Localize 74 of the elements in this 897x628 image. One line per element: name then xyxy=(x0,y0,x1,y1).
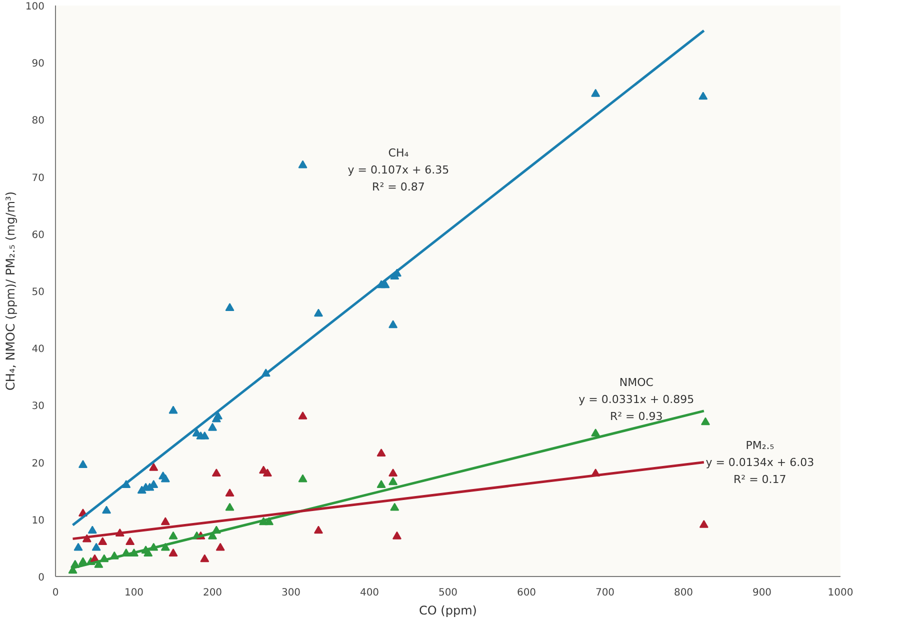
point xyxy=(376,448,386,457)
annotation: y = 0.107x + 6.35 xyxy=(348,163,450,176)
point xyxy=(700,417,710,426)
x-tick-label: 200 xyxy=(202,588,222,598)
annotation: y = 0.0331x + 0.895 xyxy=(578,393,694,406)
x-tick-label: 600 xyxy=(516,588,536,598)
point xyxy=(388,468,398,477)
x-tick-label: 400 xyxy=(360,588,380,598)
y-tick-label: 40 xyxy=(32,344,45,356)
point xyxy=(168,548,178,556)
point xyxy=(168,531,178,540)
point xyxy=(225,303,234,311)
point xyxy=(298,474,308,482)
point xyxy=(126,537,135,546)
y-tick-label: 10 xyxy=(32,515,45,526)
annotation: R² = 0.17 xyxy=(734,472,786,486)
point xyxy=(200,431,210,440)
point xyxy=(698,92,708,100)
point xyxy=(388,477,398,486)
point xyxy=(200,554,210,562)
x-tick-label: 700 xyxy=(595,588,615,598)
y-tick-label: 80 xyxy=(32,116,45,127)
annotation: R² = 0.93 xyxy=(610,410,663,424)
point xyxy=(92,542,101,551)
point xyxy=(380,280,390,288)
point xyxy=(392,531,402,540)
point xyxy=(298,160,308,168)
point xyxy=(225,488,234,497)
y-tick-label: 0 xyxy=(38,572,45,584)
point xyxy=(298,412,308,420)
y-axis-title: CH₄, NMOC (ppm)/ PM₂.₅ (mg/m³) xyxy=(3,191,18,391)
annotation: CH₄ xyxy=(388,146,410,160)
point xyxy=(168,406,178,414)
point xyxy=(160,517,170,526)
y-tick-label: 20 xyxy=(32,458,45,470)
point xyxy=(149,462,158,471)
point xyxy=(376,480,386,488)
annotation: NMOC xyxy=(619,376,654,390)
point xyxy=(390,502,400,511)
point xyxy=(208,422,217,431)
y-tick-label: 100 xyxy=(25,2,45,12)
annotation: y = 0.0134x + 6.03 xyxy=(706,456,814,469)
annotation: R² = 0.87 xyxy=(372,180,425,194)
x-tick-label: 900 xyxy=(752,588,772,598)
annotation: PM₂.₅ xyxy=(746,438,774,452)
x-tick-label: 800 xyxy=(674,588,694,598)
point xyxy=(262,468,272,477)
x-tick-label: 300 xyxy=(281,588,301,598)
x-tick-label: 1000 xyxy=(828,588,854,598)
point xyxy=(225,502,234,511)
point xyxy=(212,468,221,477)
y-tick-label: 70 xyxy=(32,172,45,184)
y-tick-label: 90 xyxy=(32,58,45,70)
point xyxy=(78,460,88,468)
point xyxy=(213,412,222,420)
point xyxy=(216,542,225,551)
point xyxy=(102,506,112,514)
point xyxy=(591,88,600,97)
point xyxy=(699,520,708,528)
x-axis-title: CO (ppm) xyxy=(419,604,477,618)
point xyxy=(74,542,83,551)
point xyxy=(388,320,398,328)
point xyxy=(160,474,170,482)
x-tick-label: 500 xyxy=(438,588,458,598)
y-tick-label: 60 xyxy=(32,230,45,241)
point xyxy=(314,526,323,534)
x-tick-label: 100 xyxy=(124,588,144,598)
y-tick-label: 50 xyxy=(32,287,45,298)
point xyxy=(591,428,600,437)
point xyxy=(98,537,108,546)
point xyxy=(314,308,323,317)
point xyxy=(88,526,97,534)
x-tick-label: 0 xyxy=(52,588,59,598)
y-tick-label: 30 xyxy=(32,401,45,412)
